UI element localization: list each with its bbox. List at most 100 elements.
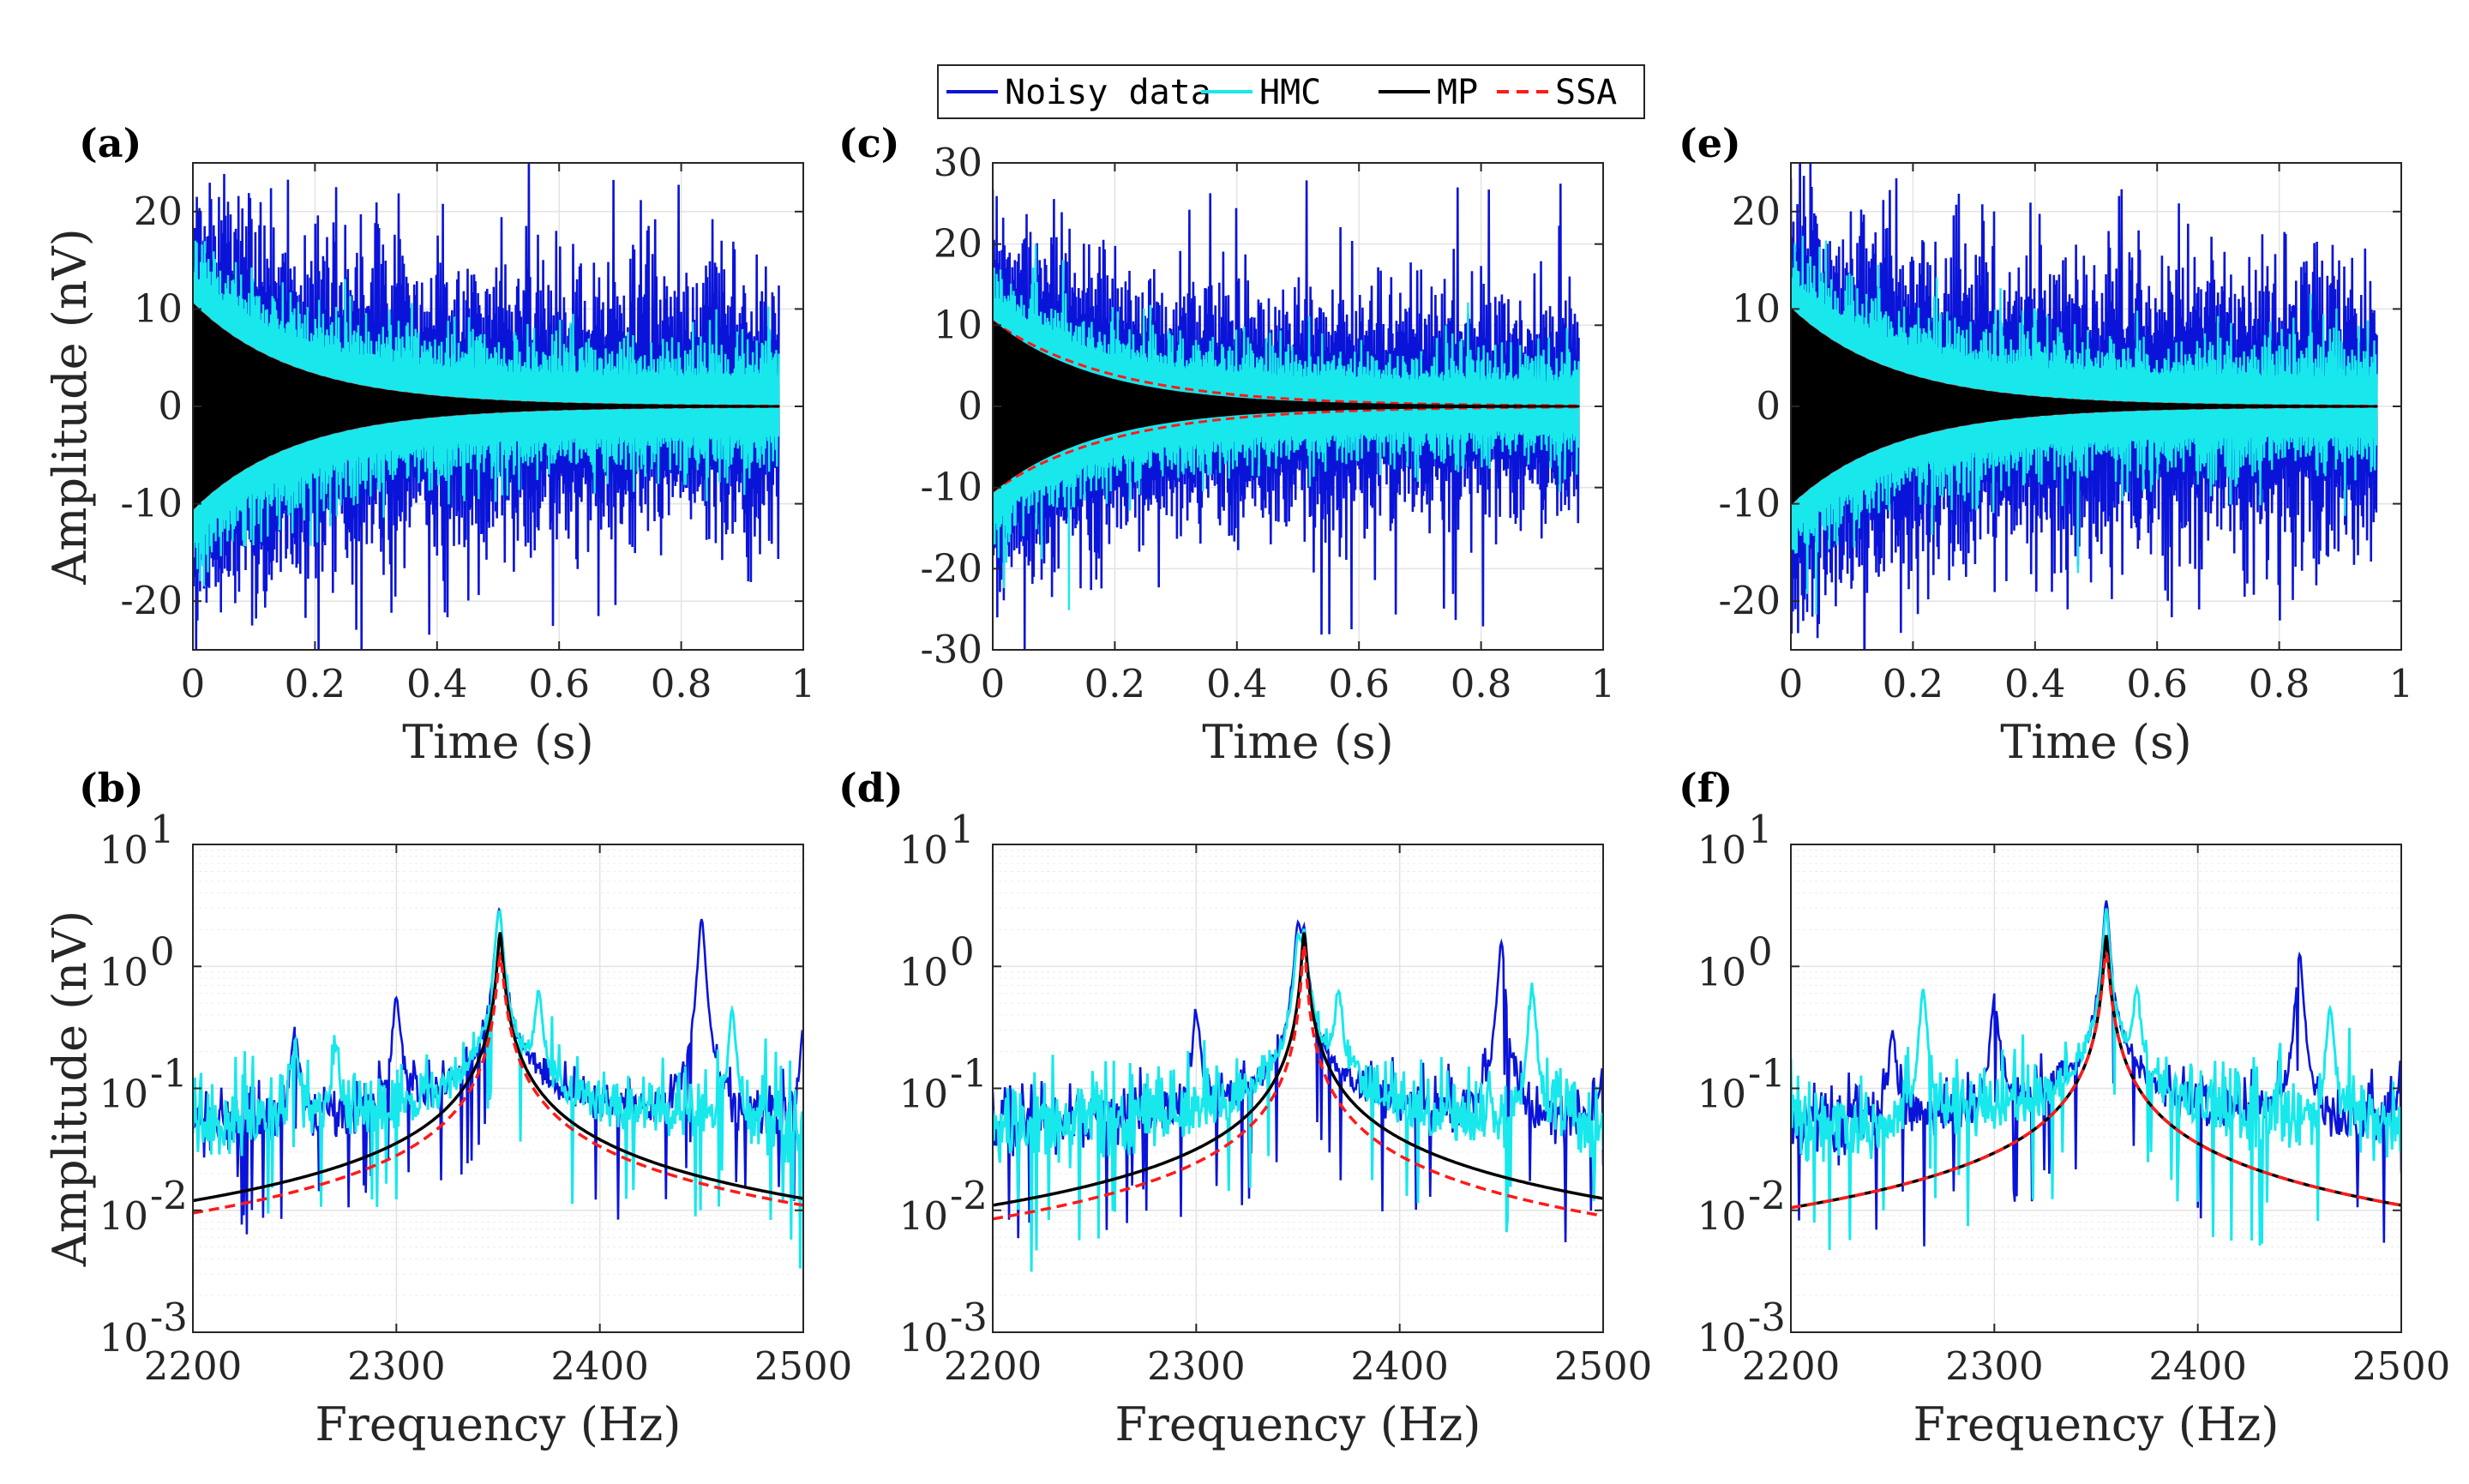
series-ssa-upper — [993, 320, 1579, 407]
legend: Noisy data HMC MP SSA — [937, 64, 1645, 119]
panel-label: (b) — [79, 765, 144, 811]
x-tick-label: 2300 — [347, 1343, 446, 1389]
y-tick-label: 10 — [899, 1072, 948, 1117]
x-tick-label: 0.4 — [406, 661, 468, 706]
y-tick-label: 10 — [134, 285, 183, 331]
plot-lines — [993, 180, 1580, 650]
y-tick-label: 10 — [99, 1072, 148, 1117]
x-tick-label: 2500 — [2352, 1343, 2451, 1389]
y-tick-label: 0 — [958, 383, 982, 429]
x-tick-label: 2200 — [144, 1343, 243, 1389]
x-tick-label: 2400 — [550, 1343, 649, 1389]
y-tick-label: -30 — [921, 627, 982, 672]
y-tick-label: 0 — [158, 383, 183, 429]
y-axis-label: Amplitude (nV) — [43, 228, 97, 585]
x-tick-label: 0.4 — [1206, 661, 1268, 706]
series-noisy-data — [1791, 163, 2378, 650]
x-axis-label: Frequency (Hz) — [1913, 1397, 2280, 1451]
legend-label-2: MP — [1437, 73, 1478, 112]
y-tick-label: 10 — [899, 949, 948, 994]
x-tick-label: 2500 — [1554, 1343, 1653, 1389]
panel-e: 0 0.2 0.4 0.6 0.8 1 -20 -10 0 10 20 Time (s) (e) — [1679, 120, 2413, 769]
y-tick-exponent: -1 — [1748, 1051, 1786, 1096]
y-tick-label: 10 — [934, 302, 982, 347]
y-tick-label: 30 — [934, 140, 982, 185]
ticks — [1790, 844, 2402, 1333]
plot-lines — [193, 163, 780, 650]
y-tick-label: 10 — [1732, 285, 1781, 331]
y-tick-label: 0 — [1756, 383, 1781, 429]
y-tick-label: 10 — [899, 827, 948, 873]
x-tick-label: 2300 — [1147, 1343, 1246, 1389]
series-hmc — [1791, 908, 2401, 1251]
y-tick-label: -20 — [1719, 578, 1781, 623]
y-tick-exponent: -3 — [950, 1295, 988, 1340]
series-ssa — [1791, 952, 2401, 1210]
plot-lines — [1791, 163, 2378, 650]
x-axis-label: Frequency (Hz) — [315, 1397, 682, 1451]
y-tick-exponent: 1 — [150, 807, 175, 852]
x-tick-label: 1 — [1591, 661, 1616, 706]
legend-label-3: SSA — [1555, 73, 1617, 112]
ticks — [1790, 163, 2402, 650]
x-tick-label: 1 — [2389, 661, 2414, 706]
y-tick-exponent: -2 — [150, 1173, 188, 1218]
y-tick-label: 20 — [1732, 189, 1781, 234]
panel-label: (c) — [838, 120, 900, 166]
panel-c: 0 0.2 0.4 0.6 0.8 1 -30 -20 -10 0 10 20 30 Time (s) (c… — [838, 120, 1615, 769]
series-mp — [193, 932, 803, 1203]
series-hmc — [993, 928, 1603, 1272]
x-tick-label: 0.2 — [285, 661, 346, 706]
series-noisy-data — [1791, 900, 2401, 1247]
y-tick-label: 10 — [99, 827, 148, 873]
y-tick-label: 10 — [99, 1315, 148, 1361]
x-tick-label: 0.8 — [1451, 661, 1512, 706]
y-tick-exponent: 0 — [150, 928, 175, 974]
x-tick-label: 2400 — [1350, 1343, 1449, 1389]
series-noisy-data — [993, 180, 1580, 650]
series-ssa — [193, 951, 803, 1215]
y-tick-exponent: 1 — [950, 807, 975, 852]
y-tick-exponent: -2 — [950, 1173, 988, 1218]
x-tick-label: 0 — [981, 661, 1006, 706]
panel-label: (d) — [838, 765, 904, 811]
x-tick-label: 2400 — [2148, 1343, 2247, 1389]
y-tick-label: 10 — [1697, 949, 1746, 994]
series-noisy-data — [193, 163, 780, 650]
series-hmc — [193, 909, 803, 1269]
legend-label-1: HMC — [1259, 73, 1321, 112]
series-ssa-lower — [993, 406, 1579, 493]
x-axis-label: Frequency (Hz) — [1115, 1397, 1481, 1451]
legend-label-0: Noisy data — [1005, 73, 1211, 112]
x-axis-label: Time (s) — [2000, 715, 2191, 769]
y-tick-label: -10 — [1719, 481, 1781, 526]
plot-lines — [1791, 900, 2401, 1251]
panel-a: 0 0.2 0.4 0.6 0.8 1 -20 -10 0 10 20 Time (s) Amplitu… — [43, 120, 815, 769]
y-tick-label: 10 — [899, 1315, 948, 1361]
series-mp — [193, 303, 780, 510]
x-tick-label: 0 — [181, 661, 206, 706]
x-tick-label: 0.2 — [1084, 661, 1146, 706]
series-hmc — [993, 244, 1580, 610]
x-tick-label: 2200 — [1742, 1343, 1841, 1389]
series-ssa — [993, 944, 1603, 1221]
x-tick-label: 0.6 — [528, 661, 590, 706]
y-tick-label: 10 — [99, 1193, 148, 1239]
series-mp — [993, 320, 1580, 493]
y-tick-label: -10 — [121, 481, 183, 526]
x-tick-label: 0.6 — [2126, 661, 2188, 706]
series-mp — [1791, 308, 2378, 505]
panel-label: (a) — [79, 120, 141, 166]
y-tick-label: 20 — [934, 221, 982, 267]
x-tick-label: 0.8 — [651, 661, 712, 706]
y-tick-exponent: 1 — [1748, 807, 1773, 852]
ticks — [992, 162, 1604, 651]
x-tick-label: 0.2 — [1883, 661, 1944, 706]
y-tick-exponent: -3 — [150, 1295, 188, 1340]
y-tick-exponent: -3 — [1748, 1295, 1786, 1340]
x-tick-label: 2500 — [754, 1343, 853, 1389]
